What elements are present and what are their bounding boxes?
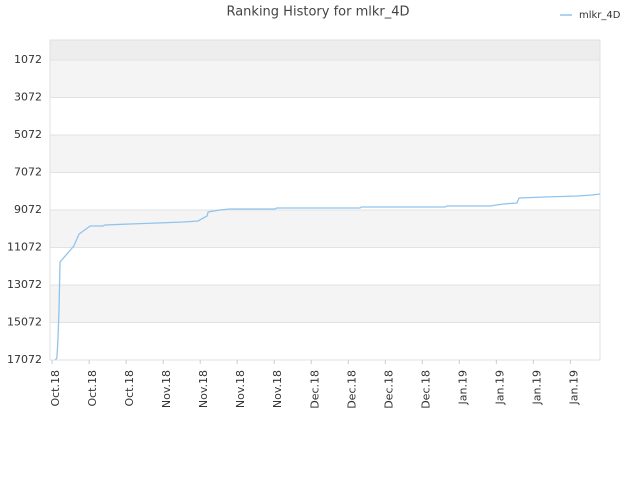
x-tick-label: Nov.18 [160, 370, 173, 408]
x-tick-label: Oct.18 [86, 370, 99, 407]
y-tick-label: 17072 [7, 353, 42, 366]
band [50, 40, 600, 61]
x-tick-label: Jan.19 [493, 370, 506, 405]
x-tick-label: Jan.19 [567, 370, 580, 405]
x-tick-label: Nov.18 [197, 370, 210, 408]
band [50, 285, 600, 323]
x-tick-label: Dec.18 [382, 370, 395, 409]
band [50, 210, 600, 248]
series-line [54, 193, 601, 361]
y-tick-label: 9072 [14, 203, 42, 216]
x-tick-label: Oct.18 [49, 370, 62, 407]
band [50, 247, 600, 286]
y-tick-label: 11072 [7, 241, 42, 254]
y-tick-label: 1072 [14, 53, 42, 66]
x-tick-label: Dec.18 [308, 370, 321, 409]
x-tick-label: Dec.18 [345, 370, 358, 409]
y-tick-label: 5072 [14, 128, 42, 141]
band [50, 322, 600, 360]
x-tick-label: Nov.18 [271, 370, 284, 408]
y-tick-label: 7072 [14, 166, 42, 179]
band [50, 60, 600, 98]
x-tick-label: Jan.19 [456, 370, 469, 405]
x-tick-label: Nov.18 [234, 370, 247, 408]
x-tick-label: Jan.19 [530, 370, 543, 405]
x-tick-label: Oct.18 [123, 370, 136, 407]
band [50, 135, 600, 173]
plot-border [49, 39, 601, 361]
band [50, 172, 600, 211]
legend-label: mlkr_4D [579, 10, 621, 21]
y-tick-label: 3072 [14, 91, 42, 104]
y-tick-label: 15072 [7, 316, 42, 329]
y-tick-label: 13072 [7, 278, 42, 291]
x-tick-label: Dec.18 [419, 370, 432, 409]
band [50, 97, 600, 136]
chart-title: Ranking History for mlkr_4D [226, 5, 409, 20]
